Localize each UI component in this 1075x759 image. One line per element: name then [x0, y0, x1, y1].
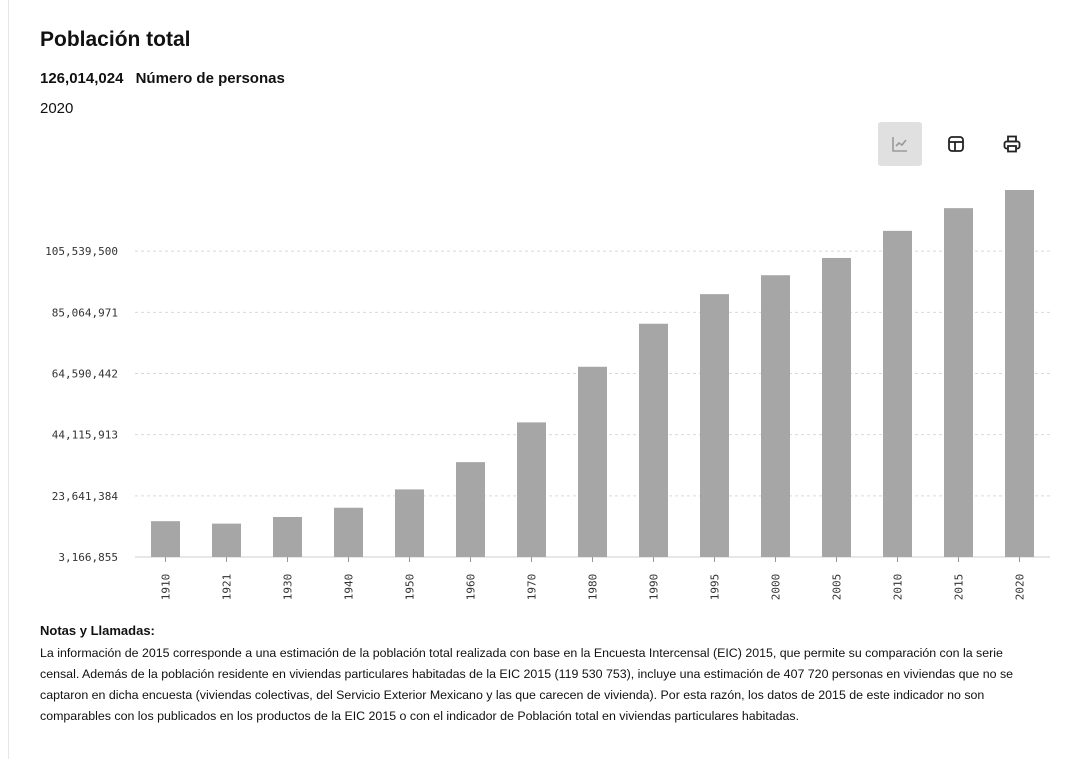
y-tick-label: 105,539,500	[45, 245, 118, 258]
bar-2000[interactable]	[761, 275, 790, 557]
notes-title: Notas y Llamadas:	[40, 623, 155, 638]
indicator-summary: 126,014,024 Número de personas	[40, 70, 285, 87]
bar-1970[interactable]	[517, 422, 546, 557]
x-tick-label: 2015	[953, 574, 966, 601]
x-tick-label: 2005	[831, 574, 844, 601]
y-tick-label: 64,590,442	[52, 368, 118, 381]
population-bar-chart: 3,166,855 23,641,384 44,115,913 64,590,442 8…	[45, 190, 1050, 600]
y-tick-label: 23,641,384	[52, 490, 119, 503]
chart-toolbar	[878, 122, 1034, 166]
x-tick-label: 2010	[892, 574, 905, 601]
bar-1990[interactable]	[639, 323, 668, 557]
x-tick-label: 2000	[770, 574, 783, 601]
bar-1940[interactable]	[334, 507, 363, 557]
indicator-unit: Número de personas	[135, 70, 285, 87]
page-left-rule	[8, 0, 9, 759]
y-tick-label: 44,115,913	[52, 429, 118, 442]
x-tick-label: 1910	[160, 574, 173, 601]
line-chart-icon	[892, 137, 907, 152]
bar-1950[interactable]	[395, 489, 424, 557]
table-view-button[interactable]	[934, 122, 978, 166]
indicator-year: 2020	[40, 100, 74, 117]
indicator-value: 126,014,024	[40, 70, 124, 87]
chart-bars	[151, 190, 1034, 557]
x-tick-label: 1950	[404, 574, 417, 601]
notes-section: Notas y Llamadas: La información de 2015…	[40, 620, 1040, 727]
x-tick-label: 1960	[465, 574, 478, 601]
bar-2010[interactable]	[883, 230, 912, 557]
bar-2005[interactable]	[822, 257, 851, 557]
bar-2015[interactable]	[944, 208, 973, 557]
x-axis-ticks: 1910 1921 1930 1940 1950 1960 1970 1980 1990 1995…	[160, 557, 1027, 600]
x-tick-label: 1990	[648, 574, 661, 601]
print-button[interactable]	[990, 122, 1034, 166]
y-axis-ticks: 3,166,855 23,641,384 44,115,913 64,590,442 8…	[45, 245, 118, 564]
bar-1960[interactable]	[456, 462, 485, 557]
x-tick-label: 1995	[709, 574, 722, 601]
x-tick-label: 1980	[587, 574, 600, 601]
chart-view-button[interactable]	[878, 122, 922, 166]
table-icon	[948, 136, 964, 152]
print-icon	[1003, 135, 1021, 153]
page-title: Población total	[40, 28, 191, 51]
bar-1995[interactable]	[700, 294, 729, 557]
bar-1921[interactable]	[212, 523, 241, 557]
bar-1980[interactable]	[578, 366, 607, 557]
notes-text: La información de 2015 corresponde a una…	[40, 646, 1014, 723]
x-tick-label: 1930	[282, 574, 295, 601]
y-tick-label: 85,064,971	[52, 306, 118, 319]
bar-1930[interactable]	[273, 517, 302, 557]
x-tick-label: 1970	[526, 574, 539, 601]
bar-1910[interactable]	[151, 521, 180, 557]
y-tick-label: 3,166,855	[58, 551, 118, 564]
x-tick-label: 1921	[221, 574, 234, 601]
bar-2020[interactable]	[1005, 190, 1034, 557]
x-tick-label: 2020	[1014, 574, 1027, 601]
x-tick-label: 1940	[343, 574, 356, 601]
